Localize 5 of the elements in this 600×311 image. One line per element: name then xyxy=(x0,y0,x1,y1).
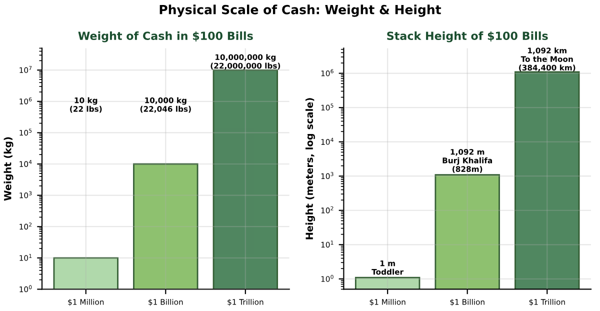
y-axis-title: Weight (kg) xyxy=(4,137,14,201)
chart-title: Weight of Cash in $100 Bills xyxy=(78,31,253,42)
text: Physical Scale of Cash: Weight & Height xyxy=(160,4,442,17)
y-axis-title: Height (meters, log scale) xyxy=(305,98,315,240)
chart-title: Stack Height of $100 Bills xyxy=(387,31,548,42)
